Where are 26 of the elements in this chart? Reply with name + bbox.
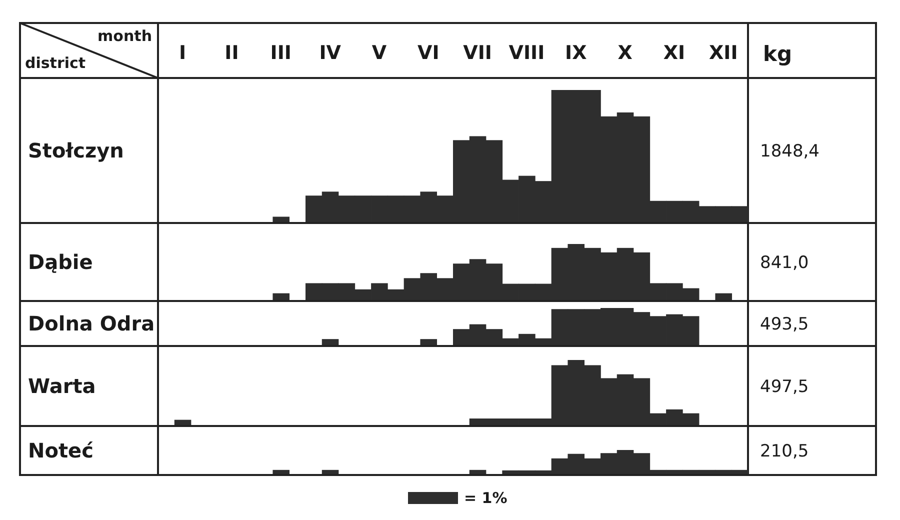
x-tick-label: IX <box>565 42 588 64</box>
x-tick-label: VIII <box>508 42 545 64</box>
text: Warta <box>28 374 96 398</box>
x-axis-title: month <box>98 27 152 45</box>
text: 841,0 <box>760 253 809 273</box>
x-tick-label: VII <box>463 42 492 64</box>
text: 1848,4 <box>760 142 820 162</box>
x-tick-label: VI <box>418 42 440 64</box>
chart-title: Dąbie <box>28 250 93 274</box>
text: = 1% <box>464 489 508 507</box>
text: 493,5 <box>760 314 809 334</box>
x-tick-label: X <box>618 42 633 64</box>
x-tick-label: III <box>270 42 292 64</box>
x-tick-label: XI <box>663 42 686 64</box>
y-axis-title: district <box>25 54 86 72</box>
text: 210,5 <box>760 442 809 462</box>
x-tick-label: XII <box>709 42 738 64</box>
x-tick-label: II <box>224 42 239 64</box>
chart-title: Dolna Odra <box>28 312 155 336</box>
chart-title: Noteć <box>28 438 94 462</box>
x-tick-label: IV <box>319 42 342 64</box>
y2-axis-title: kg <box>763 42 792 66</box>
x-tick-label: V <box>372 42 387 64</box>
text: Stołczyn <box>28 138 124 162</box>
x-tick-label: I <box>179 42 186 64</box>
text: 497,5 <box>760 377 809 397</box>
